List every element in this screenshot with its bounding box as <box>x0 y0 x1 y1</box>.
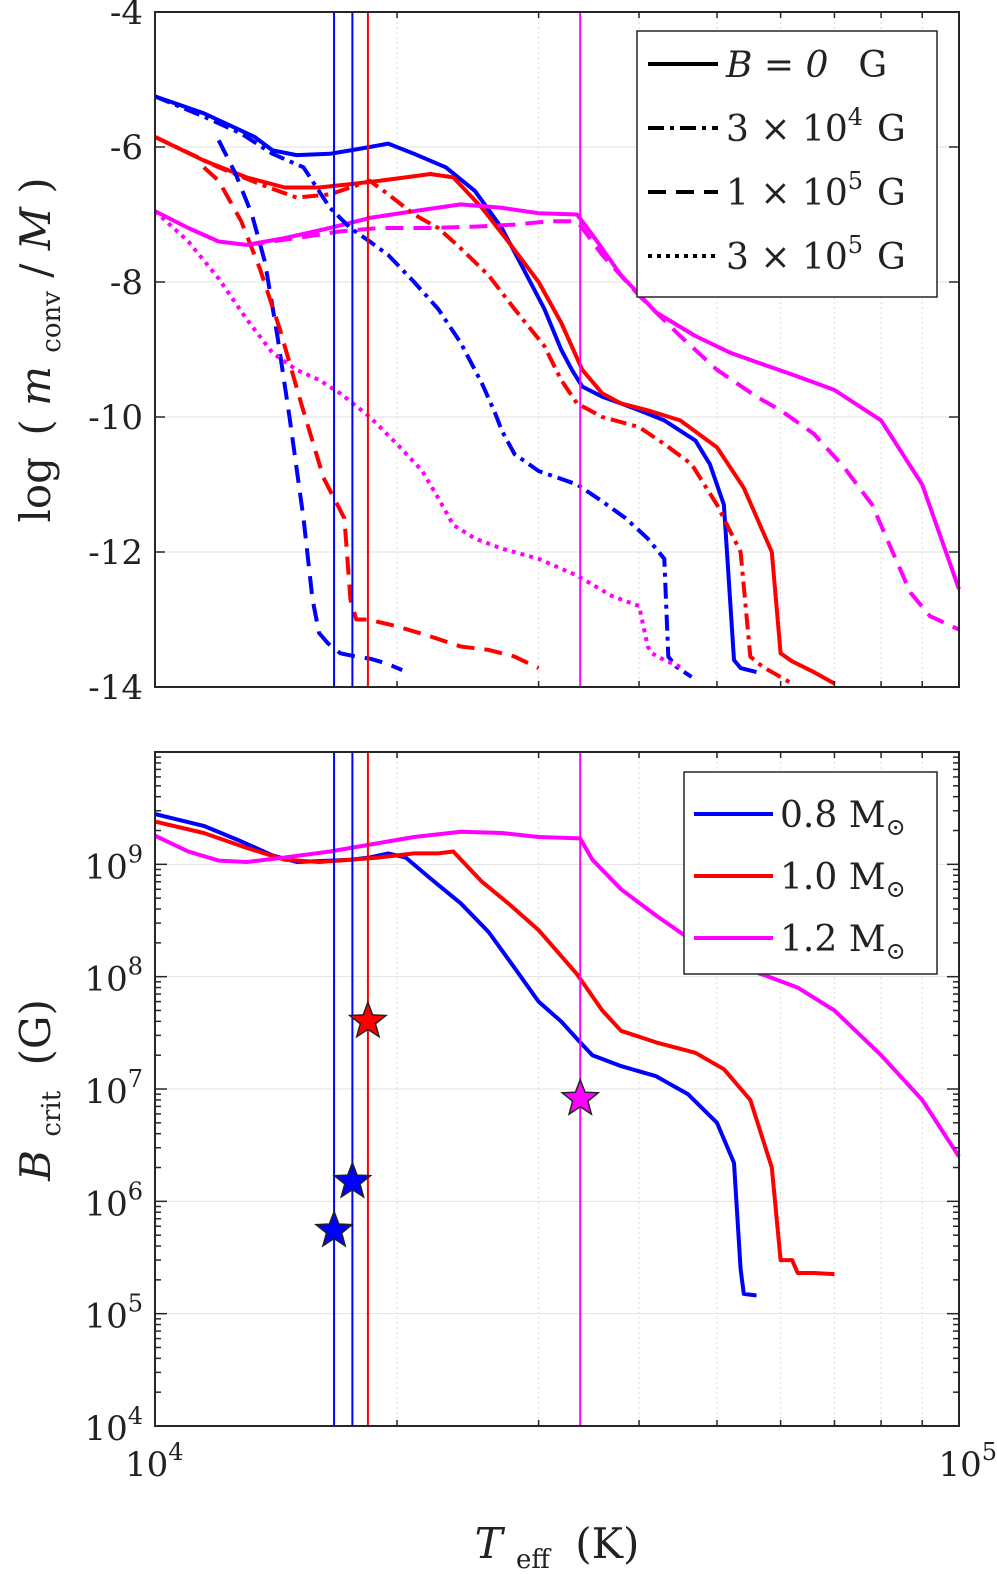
xlabel-unit: (K) <box>575 1519 639 1568</box>
bottom-y-axis-label: B crit (G) <box>11 999 70 1182</box>
top-vlines <box>333 12 582 687</box>
y-tick-label: -8 <box>110 263 143 303</box>
top-ylabel-sub: conv <box>37 291 67 353</box>
y-tick-label: -6 <box>110 128 143 168</box>
star-marker <box>332 1160 373 1199</box>
legend-label: 1 × 105 G <box>726 167 906 214</box>
legend-box <box>683 771 938 975</box>
star-marker <box>313 1209 355 1248</box>
bottom-ticks: 104 105 106 107 108 109 104 105 <box>84 752 997 1485</box>
y-tick-label: 107 <box>84 1065 143 1112</box>
series-bcrit-0.8 <box>154 812 757 1298</box>
y-tick-label: 108 <box>84 953 143 1000</box>
bottom-ylabel-B: B <box>11 1150 60 1182</box>
y-tick-label: -12 <box>88 533 143 573</box>
legend-label: 1.2 M⊙ <box>780 919 906 965</box>
series-1.0-dashed <box>202 165 540 670</box>
series-1.2-dashed <box>246 219 960 632</box>
x-axis-label: T eff (K) <box>475 1519 640 1574</box>
svg-text:B crit (G): B crit (G) <box>11 999 70 1182</box>
svg-text:log ( m: log ( m conv / M ) <box>11 177 70 522</box>
series-0.8-dashed <box>216 139 403 672</box>
y-tick-label: 105 <box>84 1290 143 1337</box>
top-ylabel-M: M <box>11 206 60 251</box>
series-1.2-solid <box>154 202 961 590</box>
series-0.8-dashdot <box>154 94 693 679</box>
y-tick-label: 109 <box>84 840 143 887</box>
top-plot-frame <box>154 11 960 688</box>
top-y-axis-label: log ( m conv / M ) <box>11 177 70 522</box>
svg-text:T eff (K): T eff (K) <box>475 1519 640 1574</box>
y-tick-label: -4 <box>110 0 143 33</box>
star-marker <box>347 1000 389 1039</box>
bottom-ylabel-unit: (G) <box>11 999 60 1065</box>
bottom-ylabel-sub: crit <box>37 1090 67 1136</box>
top-series <box>153 94 961 686</box>
bottom-markers <box>313 1000 601 1248</box>
xlabel-T: T <box>475 1519 506 1568</box>
top-ylabel-paren-open: ( <box>11 419 60 435</box>
x-tick-label: 104 <box>125 1438 184 1485</box>
top-ylabel-rest: / <box>11 263 60 278</box>
legend-label: 3 × 104 G <box>726 103 906 150</box>
y-tick-label: -14 <box>88 668 143 708</box>
xlabel-sub: eff <box>516 1545 552 1574</box>
series-1.0-solid <box>154 135 836 686</box>
legend-box <box>636 30 938 298</box>
top-panel: -14 -12 -10 -8 -6 -4 log ( m conv / M ) B = 0… <box>11 0 961 708</box>
star-marker <box>560 1077 601 1116</box>
top-ticks: -14 -12 -10 -8 -6 -4 <box>88 0 959 708</box>
series-1.2-dotted <box>153 209 681 669</box>
y-tick-label: -10 <box>88 398 143 438</box>
top-ylabel-paren-close: ) <box>11 177 60 193</box>
top-ylabel-log: log <box>11 457 60 523</box>
legend-label: 1.0 M⊙ <box>780 857 906 903</box>
top-ylabel-m: m <box>11 366 60 406</box>
bottom-panel: 104 105 106 107 108 109 104 105 B crit (G) T ef… <box>11 751 997 1574</box>
series-1.0-dashdot <box>154 135 794 686</box>
y-tick-label: 104 <box>84 1402 143 1449</box>
series-bcrit-1.0 <box>154 819 835 1277</box>
y-tick-label: 106 <box>84 1177 143 1224</box>
legend-label: 3 × 105 G <box>726 231 906 278</box>
x-tick-label: 105 <box>938 1438 997 1485</box>
top-legend: B = 0 G 3 × 104 G 1 × 105 G 3 × 105 G <box>636 30 938 298</box>
bottom-legend: 0.8 M⊙ 1.0 M⊙ 1.2 M⊙ <box>683 771 938 975</box>
series-0.8-solid <box>154 94 757 675</box>
legend-label: 0.8 M⊙ <box>780 795 906 841</box>
